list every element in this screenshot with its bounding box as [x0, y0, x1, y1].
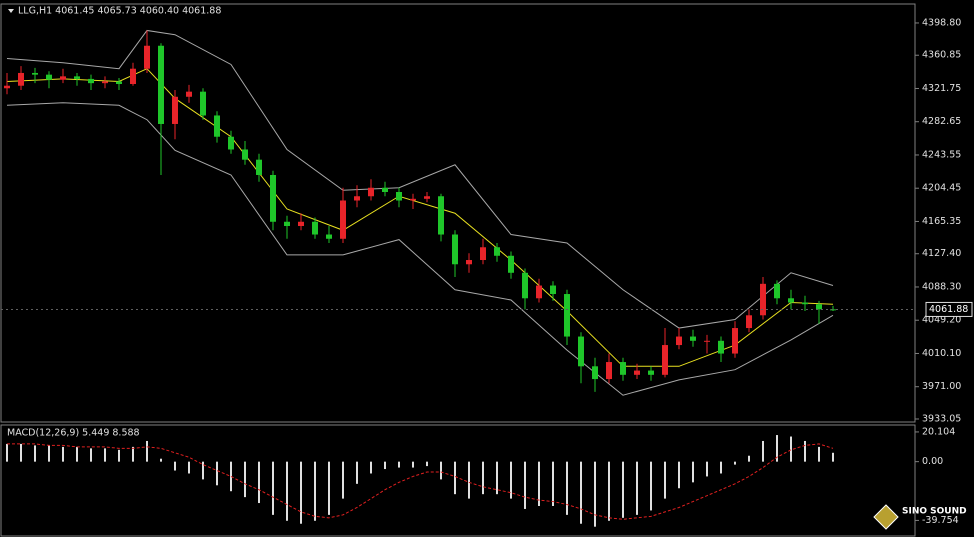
candle-body [508, 255, 514, 273]
candle-body [116, 81, 122, 85]
candle-body [494, 247, 500, 256]
candle-body [620, 362, 626, 375]
candle-body [662, 345, 668, 375]
candle-body [606, 362, 612, 380]
candle-body [18, 72, 24, 86]
candle-body [312, 221, 318, 235]
header: LLG,H1 4061.45 4065.73 4060.40 4061.88 [18, 6, 221, 17]
candle-body [816, 304, 822, 310]
indicator-line [6, 68, 834, 367]
candle-body [102, 81, 108, 84]
y-tick-label: 4204.45 [922, 183, 961, 194]
candle-body [326, 234, 332, 239]
candle-body [578, 336, 584, 367]
y-tick-label: 4360.85 [922, 50, 961, 61]
indicator-line [6, 102, 834, 396]
y-tick-label: 4088.30 [922, 281, 961, 292]
candle-body [466, 260, 472, 265]
candle-body [424, 196, 430, 199]
candle-body [452, 234, 458, 265]
candle-body [60, 76, 66, 80]
menu-arrow[interactable] [8, 9, 14, 13]
candle-body [270, 174, 276, 222]
candle-body [242, 149, 248, 160]
y-tick-label: 4165.35 [922, 216, 961, 227]
candle-body [718, 340, 724, 354]
candle-body [298, 221, 304, 227]
candle-body [186, 91, 192, 97]
candle-body [438, 196, 444, 235]
candle-body [760, 283, 766, 316]
logo-icon [873, 504, 899, 530]
candle-body [522, 272, 528, 299]
y-tick-label: 4049.20 [922, 315, 961, 326]
candle-body [46, 74, 52, 80]
candle-body [214, 115, 220, 137]
candle-body [746, 315, 752, 329]
candle-body [130, 68, 136, 85]
macd-panel [0, 424, 916, 537]
candle-body [4, 85, 10, 89]
candle-body [256, 159, 262, 175]
candle-body [172, 96, 178, 124]
candle-body [732, 328, 738, 354]
candle-body [564, 294, 570, 337]
candle-body [802, 302, 808, 305]
candle-body [88, 78, 94, 84]
candle-body [774, 283, 780, 299]
candle-body [704, 340, 710, 342]
candle-body [74, 76, 80, 79]
y-tick-label: -39.754 [922, 515, 959, 526]
logo: SINO SOUND [873, 504, 967, 530]
candle-body [144, 45, 150, 69]
candle-body [396, 191, 402, 201]
candle-body [158, 45, 164, 124]
y-tick-label: 0.00 [922, 456, 943, 467]
macd-signal [7, 443, 834, 520]
y-tick-label: 4243.55 [922, 149, 961, 160]
candle-body [32, 72, 38, 75]
candle-body [410, 198, 416, 201]
candle-body [536, 285, 542, 299]
candle-body [480, 247, 486, 261]
logo-text: SINO SOUND [902, 507, 967, 517]
y-tick-label: 4282.65 [922, 116, 961, 127]
candle-body [382, 187, 388, 192]
y-tick-label: 4321.75 [922, 83, 961, 94]
candle-body [634, 370, 640, 375]
candle-body [340, 200, 346, 239]
candle-body [354, 196, 360, 201]
candle-body [284, 221, 290, 227]
candle-body [200, 91, 206, 116]
y-tick-label: 4398.80 [922, 17, 961, 28]
y-tick-label: 3933.05 [922, 413, 961, 424]
candle-body [550, 285, 556, 295]
y-tick-label: 4127.40 [922, 248, 961, 259]
candle-body [676, 336, 682, 346]
candle-body [228, 136, 234, 150]
candle-body [690, 336, 696, 341]
candle-body [788, 298, 794, 303]
y-tick-label: 3971.00 [922, 381, 961, 392]
y-tick-label: 20.104 [922, 426, 955, 437]
candle-body [368, 187, 374, 197]
candle-body [592, 366, 598, 380]
main-panel [0, 3, 916, 423]
last-price-box [925, 301, 973, 317]
y-tick-label: 4010.10 [922, 348, 961, 359]
macd-label: MACD(12,26,9) 5.449 8.588 [7, 428, 140, 439]
candle-body [648, 370, 654, 375]
last-price-label: 4061.88 [929, 304, 968, 315]
